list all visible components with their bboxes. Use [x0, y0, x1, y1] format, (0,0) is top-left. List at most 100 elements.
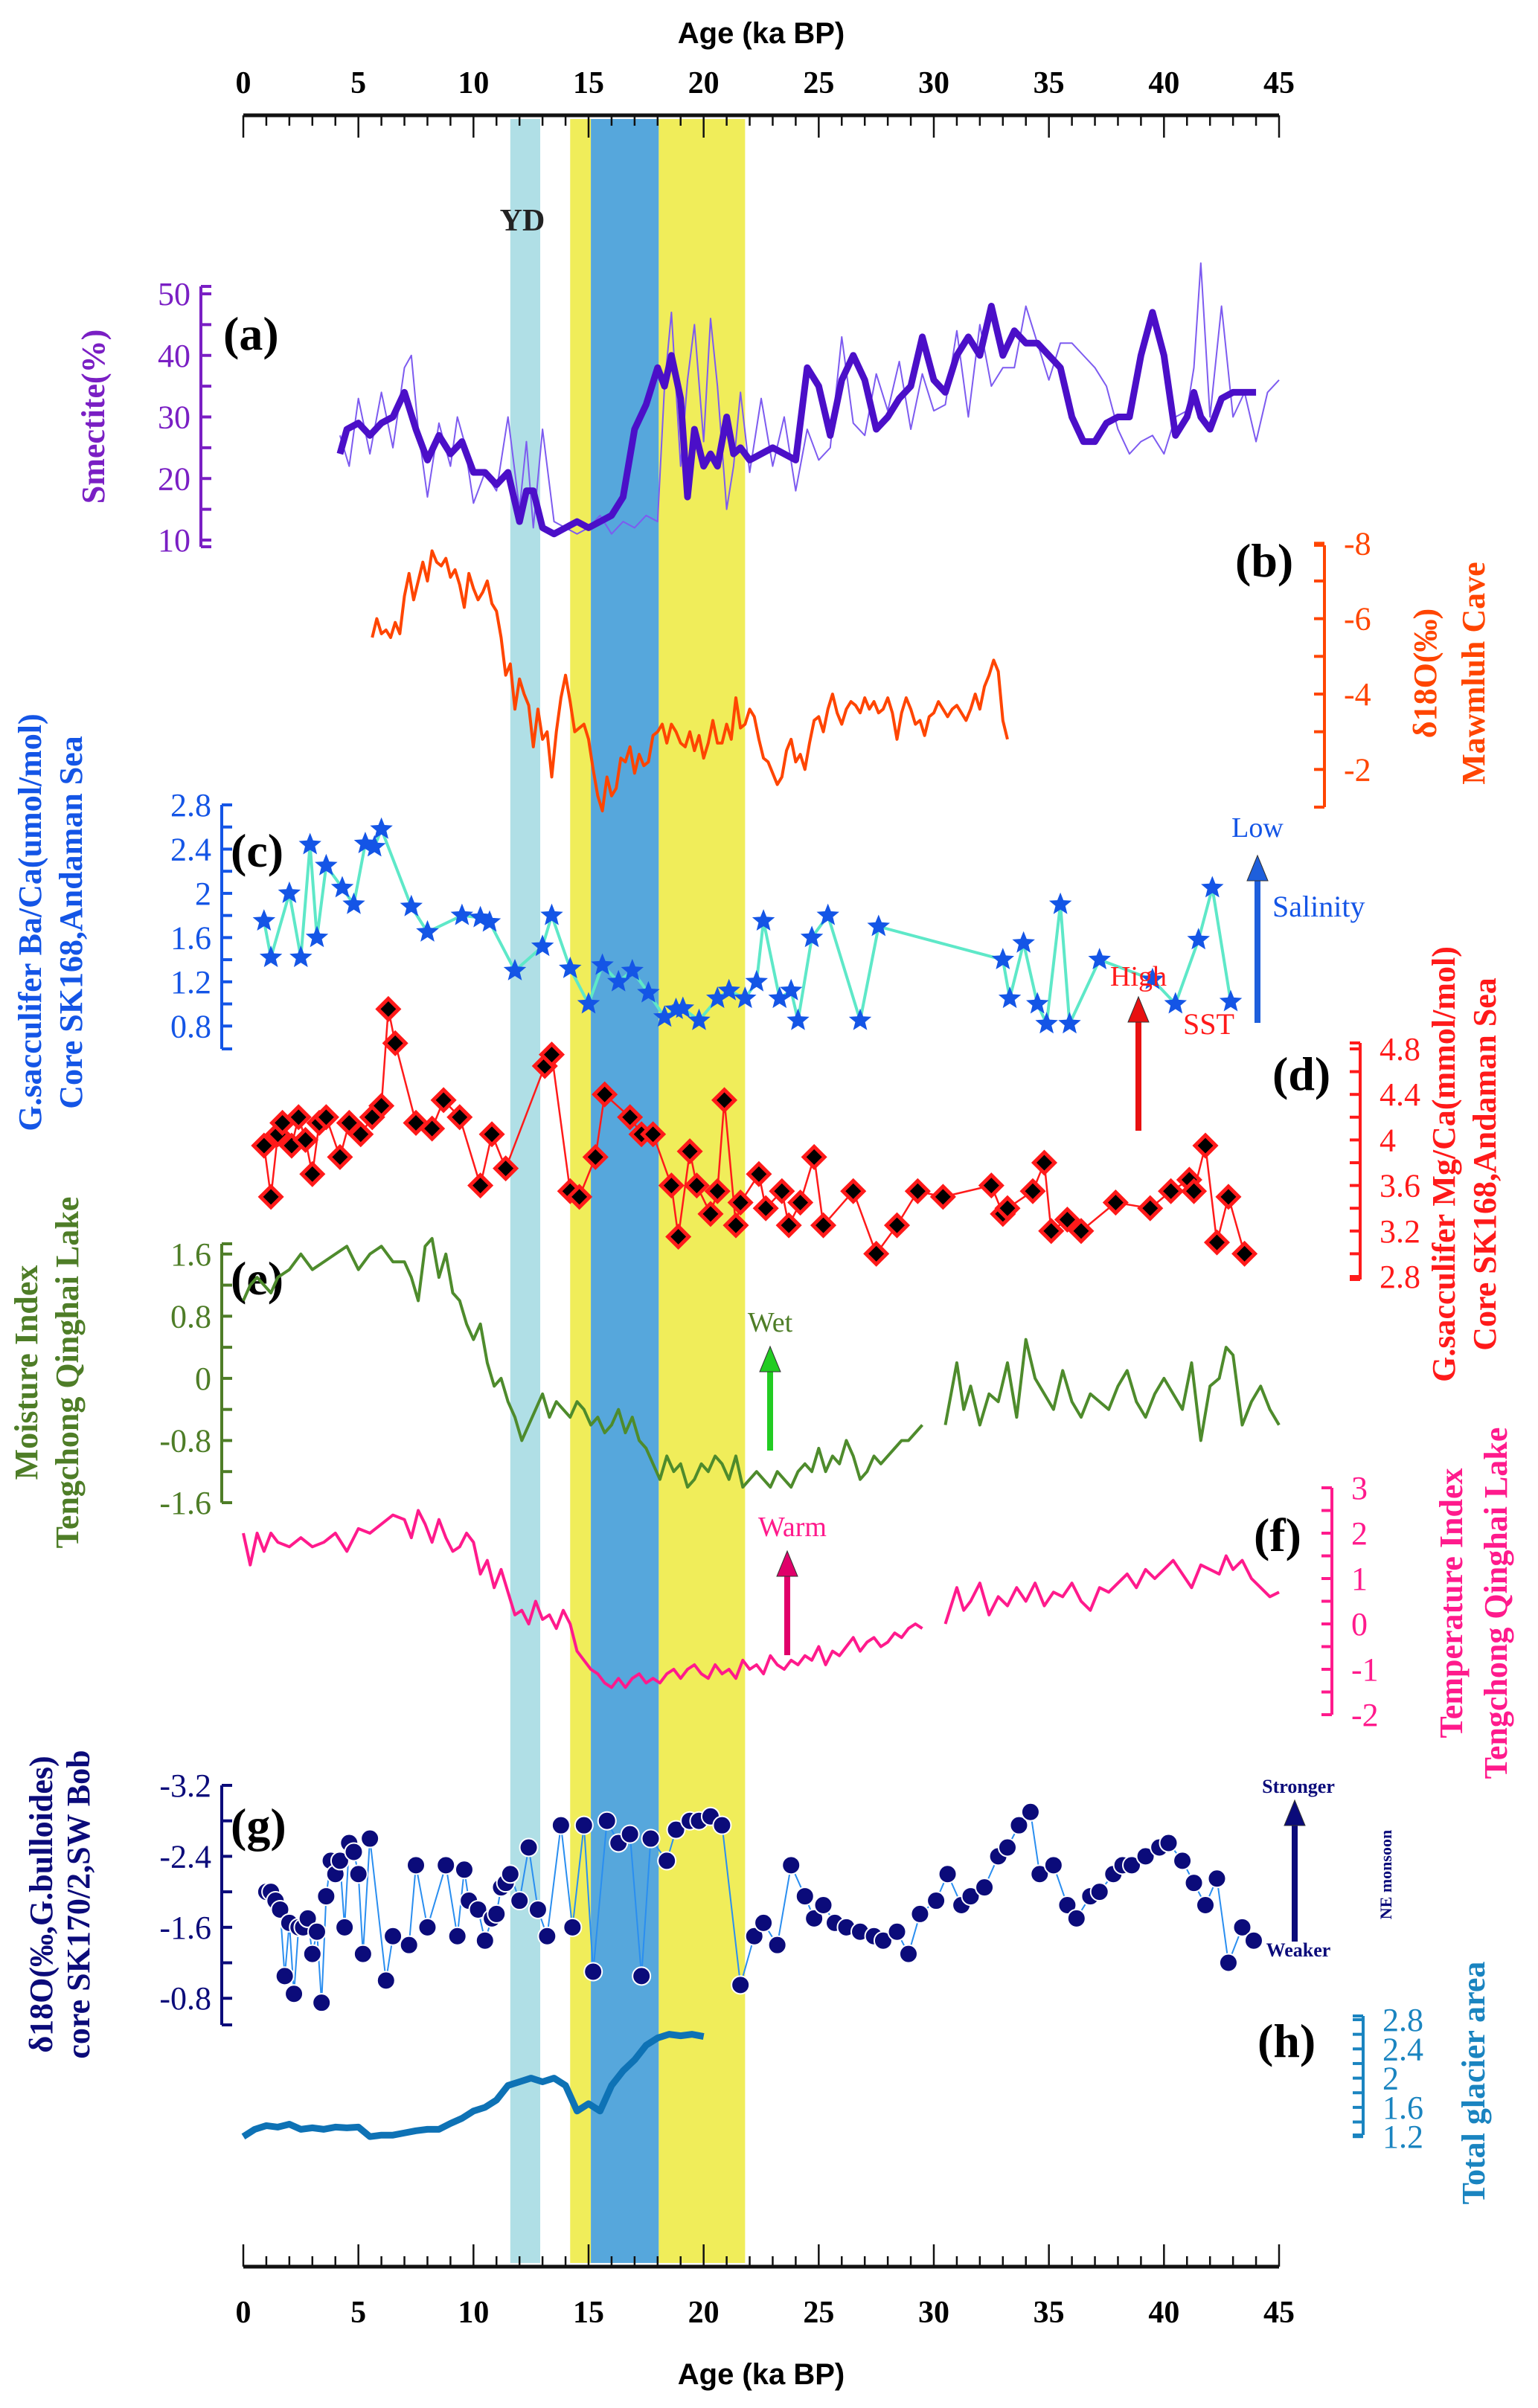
- data-point-star: [717, 978, 740, 1001]
- data-point-diamond: [327, 1143, 353, 1170]
- data-point-diamond: [1019, 1178, 1046, 1204]
- panel-label-b: (b): [1235, 534, 1293, 587]
- data-point-diamond: [658, 1172, 685, 1199]
- series-line-b-0: [371, 549, 1009, 813]
- data-point-diamond: [994, 1195, 1021, 1221]
- y-axis-title-g: δ18O(‰,G.bulloides): [23, 1756, 60, 2052]
- data-point-diamond: [787, 1189, 814, 1216]
- data-point-circle: [307, 1921, 327, 1942]
- data-point-star: [531, 934, 554, 957]
- data-point-circle: [475, 1930, 495, 1951]
- y-tick-label: 2: [195, 876, 211, 912]
- data-point-star: [671, 996, 694, 1018]
- bottom-x-tick-label: 30: [918, 2296, 949, 2330]
- panel-b: -8 -6 -4 -2 (b) δ18O(‰) Mawmluh Cave: [371, 525, 1492, 813]
- data-point-circle: [574, 1815, 594, 1835]
- panel-label-h: (h): [1257, 2014, 1316, 2067]
- y-tick-label: 1.2: [1382, 2119, 1423, 2155]
- data-point-diamond: [493, 1155, 519, 1182]
- data-point-circle: [1159, 1833, 1179, 1853]
- bottom-x-tick-label: 15: [573, 2296, 604, 2330]
- data-point-circle: [975, 1878, 995, 1898]
- data-point-circle: [1135, 1846, 1156, 1866]
- data-point-diamond: [368, 1092, 395, 1120]
- y-tick-label: -1: [1351, 1651, 1379, 1688]
- y-tick-label: 0: [195, 1361, 211, 1397]
- y-tick-label: 2: [1382, 2061, 1399, 2097]
- bottom-x-tick-label: 35: [1034, 2296, 1065, 2330]
- y-tick-label: 4.8: [1380, 1031, 1420, 1067]
- top-x-tick-label: 45: [1263, 66, 1295, 100]
- data-point-star: [734, 986, 757, 1009]
- data-point-star: [867, 914, 890, 937]
- data-point-circle: [1196, 1895, 1216, 1915]
- top-x-tick-label: 20: [688, 66, 720, 100]
- data-point-diamond: [883, 1212, 911, 1239]
- y-tick-label: 4: [1380, 1122, 1396, 1158]
- data-point-circle: [500, 1864, 520, 1884]
- data-point-circle: [454, 1860, 474, 1880]
- data-point-circle: [1009, 1815, 1029, 1835]
- data-point-circle: [1020, 1802, 1040, 1822]
- y-tick-label: 3.6: [1380, 1168, 1420, 1204]
- y-axis-title-e: Moisture Index: [8, 1265, 45, 1480]
- data-point-star: [298, 832, 321, 855]
- annotation-bottom-g: Weaker: [1266, 1939, 1331, 1961]
- data-point-circle: [1184, 1873, 1204, 1893]
- y-axis-subtitle-g: core SK170/2,SW Bob: [60, 1750, 97, 2058]
- data-point-diamond: [467, 1172, 494, 1199]
- y-axis-subtitle-c: Core SK168,Andaman Sea: [53, 736, 89, 1109]
- annotation-side-c: Salinity: [1272, 890, 1365, 923]
- data-point-circle: [335, 1917, 355, 1937]
- data-point-circle: [1089, 1882, 1109, 1902]
- y-axis-title-f: Temperature Index: [1433, 1468, 1470, 1738]
- series-line-h-0: [241, 2031, 705, 2140]
- data-point-circle: [1030, 1864, 1050, 1884]
- data-point-circle: [383, 1926, 403, 1946]
- arrow-up-icon: [1127, 995, 1150, 1023]
- y-tick-label: 2.8: [170, 787, 211, 823]
- data-point-star: [540, 903, 563, 925]
- yd-label: YD: [500, 204, 545, 238]
- y-tick-label: 2: [1351, 1515, 1368, 1552]
- data-point-circle: [744, 1926, 764, 1946]
- data-point-star: [591, 953, 614, 975]
- y-tick-label: 0.8: [170, 1298, 211, 1335]
- data-point-star: [607, 969, 630, 992]
- data-point-circle: [376, 1971, 396, 1991]
- data-point-circle: [312, 1993, 332, 2013]
- data-point-diamond: [313, 1104, 339, 1131]
- y-tick-label: 1: [1351, 1561, 1368, 1597]
- data-point-diamond: [665, 1223, 692, 1250]
- data-point-star: [400, 894, 423, 916]
- data-point-circle: [447, 1926, 467, 1946]
- data-point-circle: [657, 1851, 677, 1871]
- y-tick-label: -6: [1344, 601, 1371, 638]
- y-axis-title-b: δ18O(‰): [1407, 609, 1444, 738]
- data-point-circle: [887, 1921, 907, 1942]
- data-point-star: [1201, 876, 1224, 898]
- data-point-circle: [926, 1891, 946, 1911]
- data-point-circle: [1057, 1895, 1077, 1915]
- data-point-diamond: [676, 1138, 703, 1165]
- data-point-circle: [632, 1966, 652, 1986]
- data-point-circle: [348, 1864, 368, 1884]
- data-point-star: [688, 1008, 711, 1030]
- data-point-diamond: [299, 1160, 326, 1187]
- x-axes: 0 5 10 15 20 25 30 35 40 45 0 5 10 15 20 25 30 35 40 45: [236, 66, 1295, 2330]
- data-point-diamond: [704, 1178, 731, 1204]
- top-x-tick-label: 40: [1148, 66, 1179, 100]
- data-point-diamond: [1038, 1218, 1065, 1245]
- data-point-diamond: [592, 1081, 618, 1108]
- data-point-diamond: [375, 995, 402, 1022]
- y-axis-title-a: Smectite(%): [75, 330, 112, 504]
- data-point-diamond: [582, 1143, 609, 1170]
- data-point-diamond: [1054, 1206, 1080, 1233]
- panel-label-c: (c): [231, 824, 283, 877]
- data-point-circle: [754, 1913, 774, 1933]
- series-line-f-1: [943, 1554, 1280, 1625]
- data-point-circle: [1218, 1953, 1238, 1973]
- data-point-circle: [330, 1851, 350, 1871]
- data-point-circle: [406, 1855, 426, 1875]
